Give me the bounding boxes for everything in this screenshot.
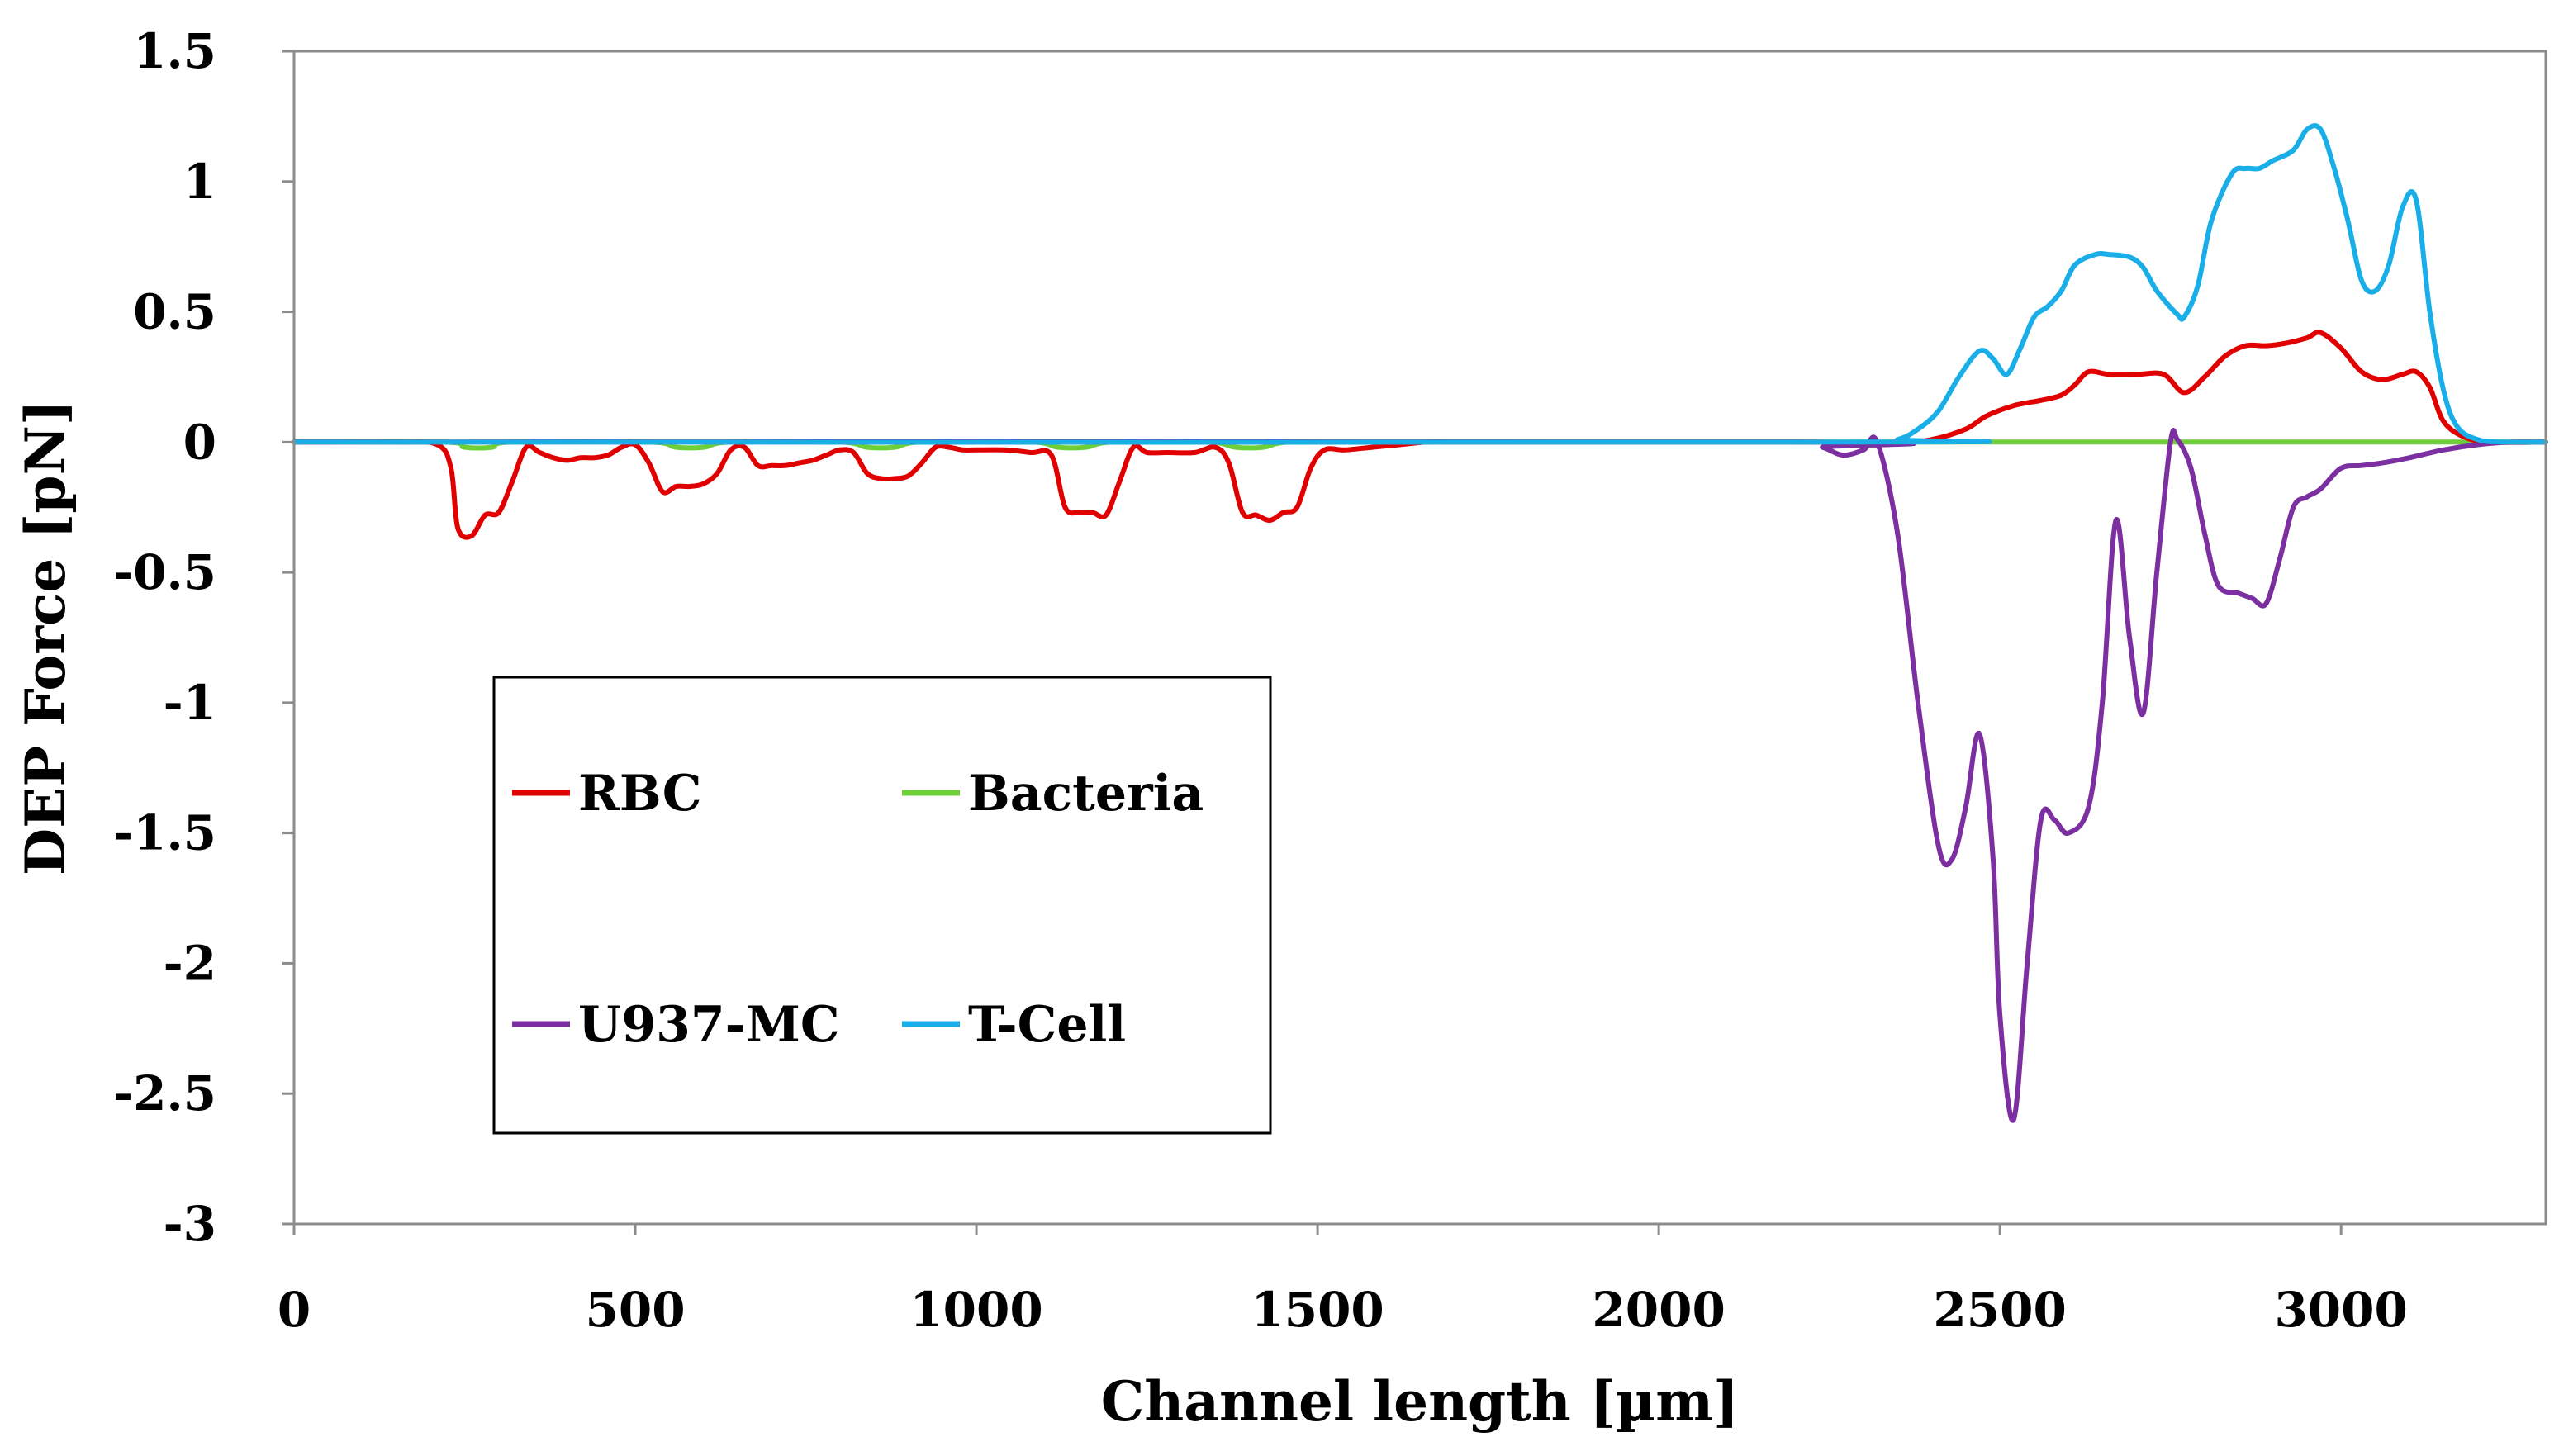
y-tick-label: -3 bbox=[164, 1196, 216, 1252]
x-axis-ticks: 0 500 1000 1500 2000 2500 3000 bbox=[278, 1224, 2408, 1338]
legend-box bbox=[492, 676, 1272, 1135]
y-tick-label: -1 bbox=[164, 675, 216, 731]
plot-area-frame bbox=[292, 50, 2547, 1226]
series-layer bbox=[292, 123, 2548, 1123]
x-tick-label: 0 bbox=[278, 1282, 311, 1338]
y-tick-label: 1 bbox=[183, 154, 216, 210]
y-tick-label: 0 bbox=[183, 414, 216, 470]
x-tick-label: 2000 bbox=[1592, 1282, 1725, 1338]
x-tick-label: 2500 bbox=[1933, 1282, 2066, 1338]
y-tick-label: 1.5 bbox=[133, 23, 216, 79]
y-axis-title: DEP Force [pN] bbox=[13, 400, 78, 875]
legend: RBC Bacteria U937-MC T-Cell bbox=[492, 676, 1272, 1135]
y-axis-ticks: 1.5 1 0.5 0 -0.5 -1 -1.5 -2 -2.5 -3 bbox=[113, 23, 294, 1252]
y-tick-label: -0.5 bbox=[113, 544, 216, 600]
y-tick-label: -1.5 bbox=[113, 805, 216, 861]
x-tick-label: 3000 bbox=[2274, 1282, 2407, 1338]
x-tick-label: 1000 bbox=[909, 1282, 1042, 1338]
y-tick-label: -2 bbox=[164, 935, 216, 991]
series-line-t-cell bbox=[292, 123, 2548, 445]
x-tick-label: 500 bbox=[585, 1282, 685, 1338]
legend-label-rbc: RBC bbox=[578, 765, 701, 823]
legend-label-t-cell: T-Cell bbox=[968, 996, 1126, 1054]
x-axis-title: Channel length [µm] bbox=[1101, 1369, 1740, 1434]
x-tick-label: 1500 bbox=[1251, 1282, 1384, 1338]
legend-label-bacteria: Bacteria bbox=[968, 765, 1204, 823]
y-tick-label: -2.5 bbox=[113, 1065, 216, 1122]
y-tick-label: 0.5 bbox=[133, 284, 216, 340]
legend-label-u937-mc: U937-MC bbox=[578, 996, 840, 1054]
